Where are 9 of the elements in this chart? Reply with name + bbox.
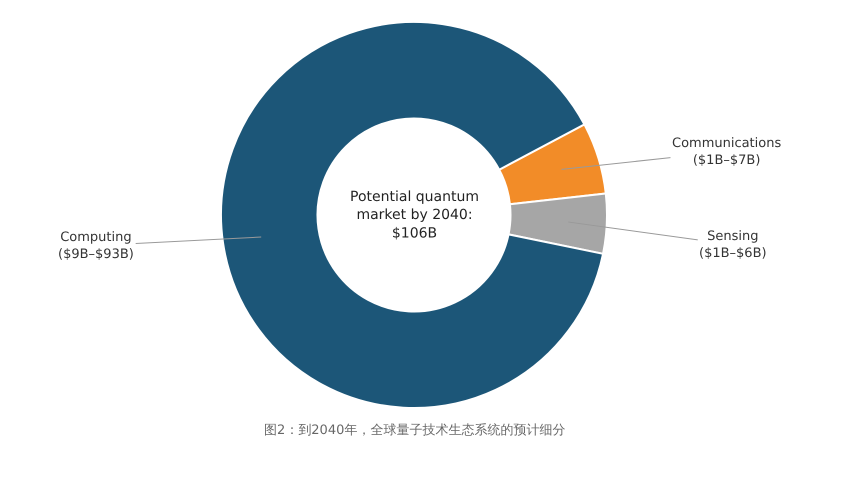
slice-label: Sensing	[707, 229, 758, 244]
data-label: ($9B–$93B)	[58, 246, 134, 262]
donut-slice	[220, 21, 604, 409]
slice-label: Communications	[672, 136, 782, 151]
data-label: ($1B–$6B)	[699, 246, 767, 261]
slice-label: Computing	[60, 230, 132, 245]
data-label: ($1B–$7B)	[692, 152, 760, 168]
caption: 图2：到2040年，全球量子技术生态系统的预计细分	[264, 423, 566, 438]
text: Potential quantum market by 2040: $106B	[350, 189, 479, 242]
